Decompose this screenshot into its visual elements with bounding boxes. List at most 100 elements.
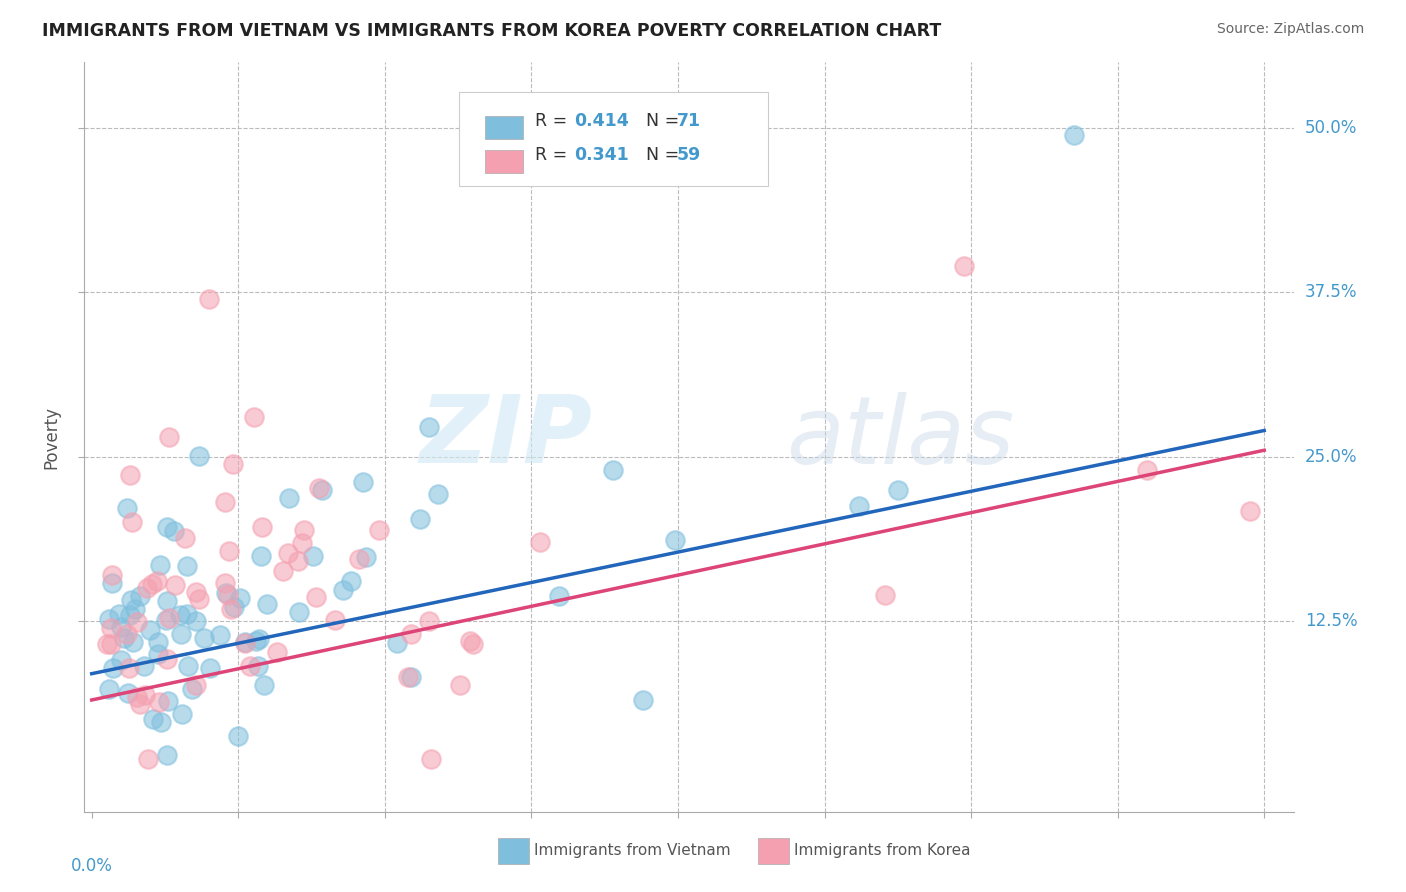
Point [149,558,172,573]
Point [1063,128,1085,142]
Point [187,449,209,463]
Point [110,620,132,634]
Point [97,612,120,626]
Point [287,553,309,567]
Point [311,483,333,497]
Point [200,661,222,675]
Text: R =: R = [536,112,574,130]
Point [108,607,131,622]
Point [100,621,122,635]
Point [100,637,122,651]
Point [1239,504,1261,518]
Point [292,523,315,537]
Point [110,652,132,666]
Point [156,694,179,708]
Point [169,608,191,623]
Point [157,429,180,443]
Text: N =: N = [634,112,685,130]
Point [124,602,146,616]
Point [214,576,236,591]
Point [176,607,198,622]
Point [146,634,169,648]
FancyBboxPatch shape [460,93,768,186]
Point [1136,463,1159,477]
Point [193,631,215,645]
Point [101,661,124,675]
Point [224,599,246,614]
Point [186,614,208,628]
Point [332,582,354,597]
Point [219,602,242,616]
Point [253,678,276,692]
Point [98,682,121,697]
Point [245,633,267,648]
Point [170,627,193,641]
Point [156,593,179,607]
Point [215,585,238,599]
Point [132,659,155,673]
Point [367,523,389,537]
Point [96,637,118,651]
Text: R =: R = [536,145,574,163]
Point [180,682,202,697]
Text: 12.5%: 12.5% [1305,612,1357,630]
Point [150,714,173,729]
Point [418,615,440,629]
Point [287,605,309,619]
Point [308,481,330,495]
Point [139,623,162,637]
Point [233,635,256,649]
Text: 37.5%: 37.5% [1305,284,1357,301]
Point [186,584,208,599]
Point [291,536,314,550]
Text: 0.341: 0.341 [574,145,628,163]
Point [529,535,551,549]
Point [121,593,143,607]
Text: atlas: atlas [786,392,1014,483]
Point [121,515,143,529]
FancyBboxPatch shape [485,116,523,139]
Point [461,637,484,651]
Text: 59: 59 [676,145,702,163]
Point [633,692,655,706]
Point [302,549,325,563]
Text: N =: N = [634,145,685,163]
Point [157,611,180,625]
Point [101,568,124,582]
Point [101,576,124,591]
Point [134,688,156,702]
Point [243,409,266,424]
Point [278,491,301,505]
Text: 0.0%: 0.0% [70,856,112,875]
FancyBboxPatch shape [485,150,523,172]
Text: 0.414: 0.414 [574,112,628,130]
Point [155,613,177,627]
Point [277,546,299,560]
Point [848,499,870,513]
Point [115,501,138,516]
Point [398,670,420,684]
Point [129,589,152,603]
Point [188,591,211,606]
Point [156,651,179,665]
Point [409,512,432,526]
Y-axis label: Poverty: Poverty [42,406,60,468]
Point [125,615,148,629]
Point [354,550,377,565]
Point [399,670,422,684]
Point [186,678,208,692]
Point [547,589,569,603]
Point [118,661,141,675]
Point [156,748,179,763]
Point [229,591,252,605]
Point [128,697,150,711]
Point [226,729,249,743]
Point [170,707,193,722]
Point [420,752,443,766]
Point [156,520,179,534]
Point [256,597,278,611]
Text: Immigrants from Vietnam: Immigrants from Vietnam [534,844,731,858]
Point [135,581,157,595]
Point [266,645,288,659]
Point [218,544,240,558]
